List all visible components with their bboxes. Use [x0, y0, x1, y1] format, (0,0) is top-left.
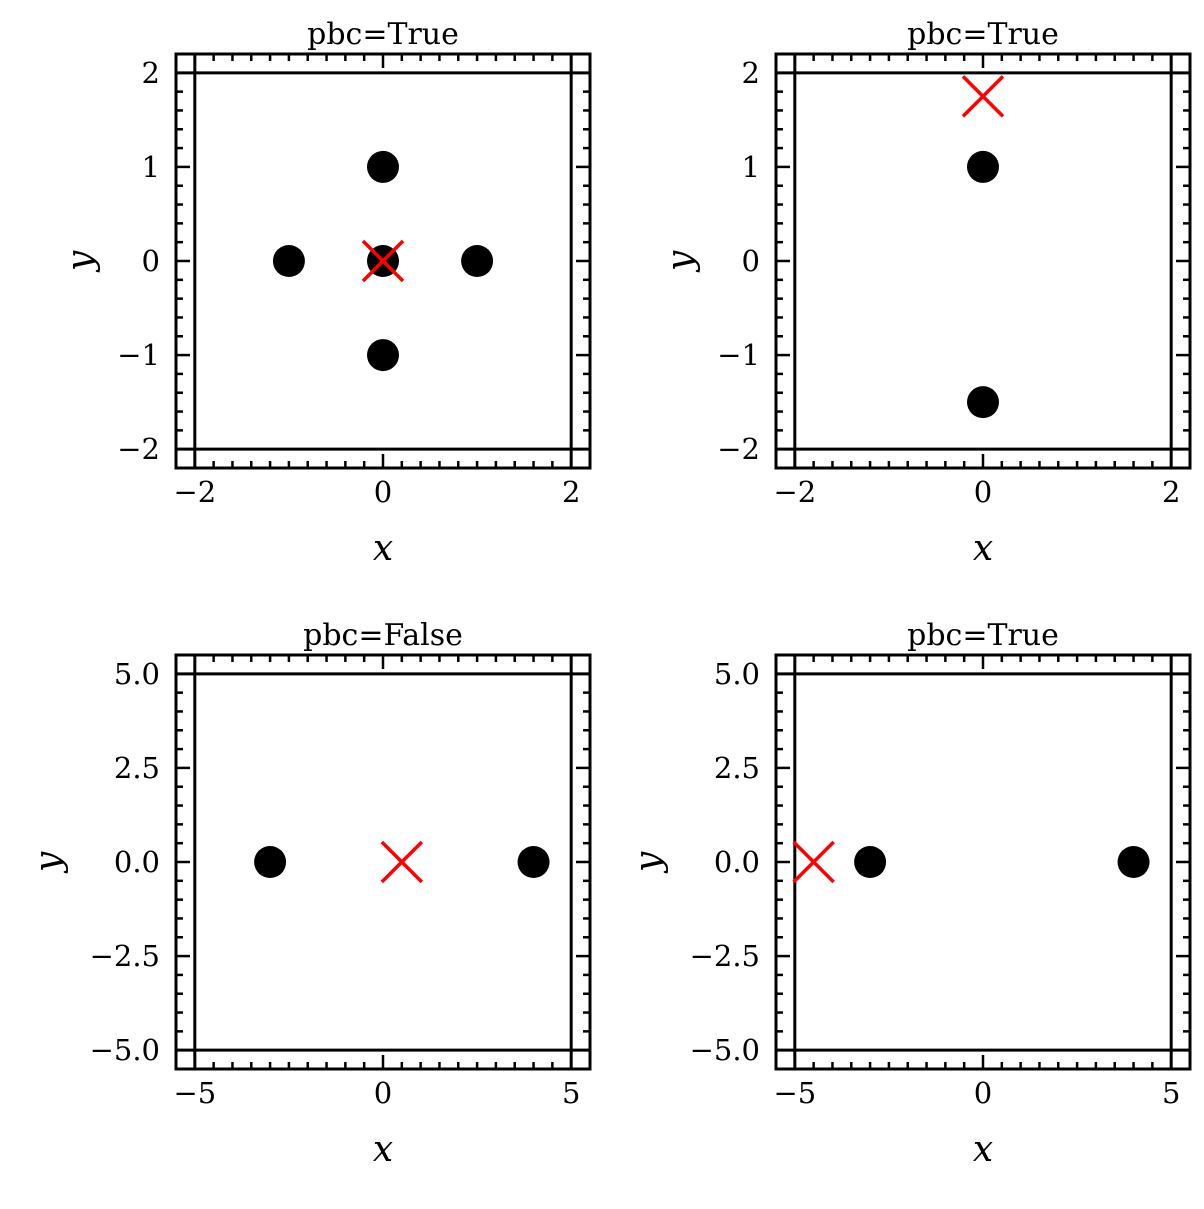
x-tick-label: −2 [173, 475, 216, 509]
x-tick-label: −2 [773, 475, 816, 509]
y-axis-label: y [660, 250, 701, 273]
red-x-marker [380, 840, 424, 884]
x-tick-label: −5 [773, 1076, 816, 1110]
red-x-marker [792, 840, 835, 884]
x-axis-label: x [373, 1129, 393, 1170]
x-tick-label: 0 [974, 475, 992, 509]
x-axis-label: x [973, 528, 993, 569]
y-tick-label: 1 [742, 150, 760, 184]
x-tick-label: 2 [562, 475, 580, 509]
chart-panel-1: pbc=True −2 0 2 −2 −1 0 1 2 x y [60, 17, 592, 569]
y-tick-label: −2 [117, 432, 160, 466]
y-tick-label: 5.0 [714, 657, 760, 691]
y-tick-label: 5.0 [114, 657, 160, 691]
data-point [517, 846, 550, 878]
y-tick-label: 0 [142, 244, 160, 278]
y-tick-label: −1 [717, 338, 760, 372]
y-tick-label: −1 [117, 338, 160, 372]
x-tick-label: 0 [374, 1076, 392, 1110]
x-axis-label: x [973, 1129, 993, 1170]
axes-frame [774, 653, 1192, 1071]
y-tick-label: −2.5 [90, 939, 160, 973]
x-tick-label: 5 [1162, 1076, 1180, 1110]
data-point [967, 386, 999, 419]
data-point [254, 846, 287, 878]
red-x-marker-stroke [792, 840, 835, 884]
y-tick-label: 0.0 [114, 845, 160, 879]
red-x-marker-stroke [380, 840, 424, 884]
x-axis-label: x [373, 528, 393, 569]
red-x-marker-stroke [361, 239, 405, 283]
axes-frame [174, 653, 592, 1071]
panel-title: pbc=True [907, 17, 1059, 52]
y-tick-label: 2 [742, 56, 760, 90]
y-tick-label: −5.0 [90, 1033, 160, 1067]
chart-panel-3: pbc=False −5 0 5 −5.0 −2.5 0.0 2.5 5.0 x y [28, 618, 592, 1170]
data-point [1117, 846, 1150, 878]
x-tick-label: −5 [173, 1076, 216, 1110]
y-axis-label: y [28, 851, 69, 874]
y-tick-label: −2.5 [690, 939, 760, 973]
data-point [461, 245, 494, 277]
x-tick-label: 2 [1162, 475, 1180, 509]
y-axis-label: y [60, 250, 101, 273]
chart-panel-4: pbc=True −5 0 5 −5.0 −2.5 0.0 2.5 5.0 x y [628, 618, 1192, 1170]
panel-title: pbc=True [907, 618, 1059, 653]
x-tick-label: 0 [974, 1076, 992, 1110]
axes-frame [174, 52, 592, 470]
y-tick-label: −5.0 [690, 1033, 760, 1067]
panel-title: pbc=False [303, 618, 463, 653]
y-tick-label: −2 [717, 432, 760, 466]
data-point [367, 150, 399, 183]
data-point [367, 339, 399, 372]
red-x-marker-stroke [961, 75, 1005, 118]
y-tick-label: 0 [742, 244, 760, 278]
y-axis-label: y [628, 851, 669, 874]
chart-panel-2: pbc=True −2 0 2 −2 −1 0 1 2 x y [660, 17, 1192, 569]
data-point [967, 150, 999, 183]
x-tick-label: 0 [374, 475, 392, 509]
y-tick-label: 2.5 [714, 751, 760, 785]
axes-frame [774, 52, 1192, 470]
data-point [272, 245, 305, 277]
data-point [854, 846, 887, 878]
y-tick-label: 2 [142, 56, 160, 90]
y-tick-label: 2.5 [114, 751, 160, 785]
red-x-marker [961, 75, 1005, 118]
x-tick-label: 5 [562, 1076, 580, 1110]
red-x-marker [361, 239, 405, 283]
y-tick-label: 0.0 [714, 845, 760, 879]
y-tick-label: 1 [142, 150, 160, 184]
panel-title: pbc=True [307, 17, 459, 52]
